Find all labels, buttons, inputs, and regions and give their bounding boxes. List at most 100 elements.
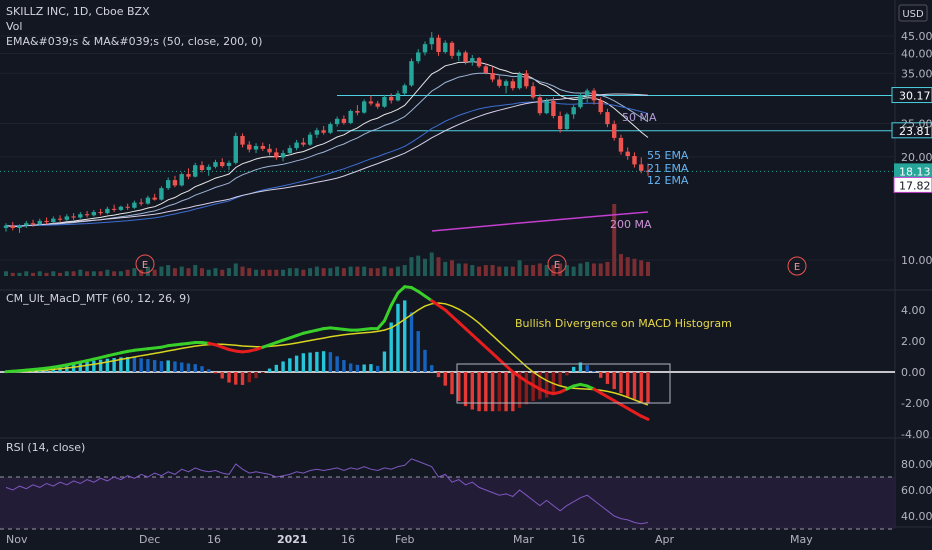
- candle-body: [321, 130, 326, 133]
- macd-histogram-bar: [369, 364, 373, 372]
- candle-body: [389, 96, 394, 101]
- rsi-tick-label: 60.00: [901, 484, 932, 497]
- label-21ema: 21 EMA: [647, 162, 689, 175]
- volume-bar: [112, 271, 117, 276]
- macd-tick-label: -2.00: [901, 397, 929, 410]
- candle-body: [598, 100, 603, 113]
- candle-body: [125, 206, 130, 208]
- candle-body: [206, 166, 211, 171]
- time-tick-label: 2021: [277, 533, 308, 546]
- macd-histogram-bar: [517, 372, 522, 408]
- volume-bar: [646, 261, 650, 276]
- candle-body: [91, 212, 97, 216]
- time-tick-label: 16: [341, 533, 355, 546]
- macd-histogram-bar: [315, 351, 319, 372]
- candle-body: [105, 208, 110, 214]
- volume-bar: [37, 271, 42, 276]
- candle-body: [172, 180, 178, 186]
- volume-bar: [632, 258, 637, 276]
- volume-bar: [152, 269, 157, 276]
- candle-body: [294, 142, 299, 149]
- macd-histogram-bar: [112, 358, 116, 372]
- macd-line-segment: [504, 364, 515, 374]
- macd-histogram-bar: [159, 361, 164, 372]
- volume-bar: [564, 265, 569, 276]
- macd-histogram-bar: [247, 372, 251, 383]
- candle-body: [591, 90, 597, 101]
- macd-histogram-bar: [213, 372, 218, 374]
- volume-bar: [118, 271, 123, 276]
- candle-body: [199, 165, 205, 171]
- volume-bar: [335, 266, 340, 276]
- volume-bar: [314, 266, 319, 276]
- volume-bar: [287, 268, 292, 276]
- volume-bar: [17, 272, 22, 276]
- candle-body: [443, 42, 448, 53]
- macd-histogram-bar: [105, 358, 110, 372]
- macd-histogram-bar: [267, 368, 272, 372]
- volume-bar: [625, 257, 630, 276]
- macd-histogram-bar: [598, 372, 603, 378]
- volume-bar: [179, 266, 184, 276]
- macd-line-segment: [376, 319, 386, 331]
- volume-bar: [31, 272, 36, 276]
- time-tick-label: Dec: [139, 533, 160, 546]
- macd-histogram-bar: [409, 312, 414, 372]
- volume-bar: [375, 268, 380, 276]
- level-price-tag: [891, 87, 932, 104]
- time-tick-label: 16: [207, 533, 221, 546]
- current-price-label: 18.13: [899, 165, 931, 178]
- candle-body: [483, 66, 489, 74]
- volume-bar: [355, 266, 360, 276]
- candle-body: [517, 73, 522, 89]
- candle-body: [280, 153, 286, 158]
- time-axis[interactable]: Nov Dec 16 2021 16 Feb Mar 16 Apr May: [6, 533, 813, 546]
- macd-histogram-bar: [571, 366, 576, 372]
- macd-histogram-bar: [139, 358, 143, 372]
- candle-body: [111, 208, 117, 210]
- candle-body: [632, 156, 637, 165]
- grid: [0, 35, 895, 261]
- volume-bar: [85, 271, 90, 276]
- volume-bar: [618, 254, 623, 276]
- earnings-marker[interactable]: E: [547, 254, 567, 274]
- price-tick-label: 35.00: [901, 67, 932, 80]
- time-tick-label: 16: [571, 533, 585, 546]
- candle-body: [490, 73, 495, 80]
- volume-bar: [382, 266, 387, 276]
- volume-bar: [186, 268, 191, 276]
- moving-averages: [5, 61, 649, 232]
- volume-bar: [10, 272, 15, 276]
- macd-histogram-bar: [328, 352, 333, 372]
- macd-histogram-bar: [436, 372, 441, 378]
- price-axis[interactable]: 45.00 40.00 35.00 25.00 20.00 10.00 4.00 2.00 0.…: [901, 30, 932, 523]
- candle-body: [84, 214, 90, 216]
- price-tick-label: 25.00: [901, 118, 932, 131]
- volume-bar: [497, 266, 502, 276]
- candle-body: [78, 214, 83, 218]
- volume-bar: [58, 272, 63, 276]
- volume-bars: [4, 204, 650, 276]
- macd-histogram-bar: [200, 366, 204, 372]
- candle-body: [605, 112, 610, 125]
- candle-body: [287, 148, 293, 154]
- volume-bar: [199, 268, 204, 276]
- candle-body: [37, 220, 42, 225]
- ma200-line: [431, 211, 649, 232]
- candle-body: [436, 37, 441, 53]
- currency-button[interactable]: USD: [898, 4, 928, 22]
- macd-histogram-bar: [186, 363, 191, 372]
- time-tick-label: Feb: [395, 533, 414, 546]
- macd-tick-label: 0.00: [901, 366, 926, 379]
- candle-body: [24, 223, 29, 226]
- macd-histogram-bar: [389, 322, 393, 372]
- macd-histogram-bar: [98, 359, 103, 372]
- earnings-marker[interactable]: E: [135, 254, 155, 274]
- ema-legend: EMA&#039;s & MA&#039;s (50, close, 200, …: [6, 35, 262, 48]
- earnings-marker[interactable]: E: [787, 256, 807, 276]
- divergence-box[interactable]: [456, 363, 671, 404]
- volume-bar: [585, 261, 590, 276]
